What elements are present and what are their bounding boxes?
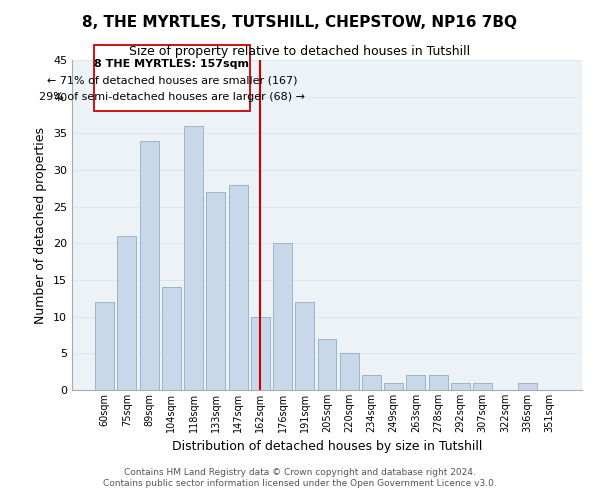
Bar	[518, 382, 536, 390]
Bar	[406, 376, 425, 390]
Text: 8 THE MYRTLES: 157sqm: 8 THE MYRTLES: 157sqm	[94, 58, 250, 68]
Bar	[206, 192, 225, 390]
Bar	[140, 140, 158, 390]
Text: 29% of semi-detached houses are larger (68) →: 29% of semi-detached houses are larger (…	[39, 92, 305, 102]
Text: Size of property relative to detached houses in Tutshill: Size of property relative to detached ho…	[130, 45, 470, 58]
Bar	[473, 382, 492, 390]
Bar	[251, 316, 270, 390]
FancyBboxPatch shape	[94, 46, 250, 112]
Bar	[162, 288, 181, 390]
Bar	[384, 382, 403, 390]
Bar	[317, 338, 337, 390]
Bar	[95, 302, 114, 390]
Text: 8, THE MYRTLES, TUTSHILL, CHEPSTOW, NP16 7BQ: 8, THE MYRTLES, TUTSHILL, CHEPSTOW, NP16…	[83, 15, 517, 30]
Text: Contains HM Land Registry data © Crown copyright and database right 2024.
Contai: Contains HM Land Registry data © Crown c…	[103, 468, 497, 487]
Bar	[429, 376, 448, 390]
Text: ← 71% of detached houses are smaller (167): ← 71% of detached houses are smaller (16…	[47, 76, 297, 86]
Bar	[340, 354, 359, 390]
Bar	[229, 184, 248, 390]
Bar	[184, 126, 203, 390]
Bar	[273, 244, 292, 390]
Bar	[451, 382, 470, 390]
Bar	[295, 302, 314, 390]
X-axis label: Distribution of detached houses by size in Tutshill: Distribution of detached houses by size …	[172, 440, 482, 454]
Bar	[362, 376, 381, 390]
Y-axis label: Number of detached properties: Number of detached properties	[34, 126, 47, 324]
Bar	[118, 236, 136, 390]
